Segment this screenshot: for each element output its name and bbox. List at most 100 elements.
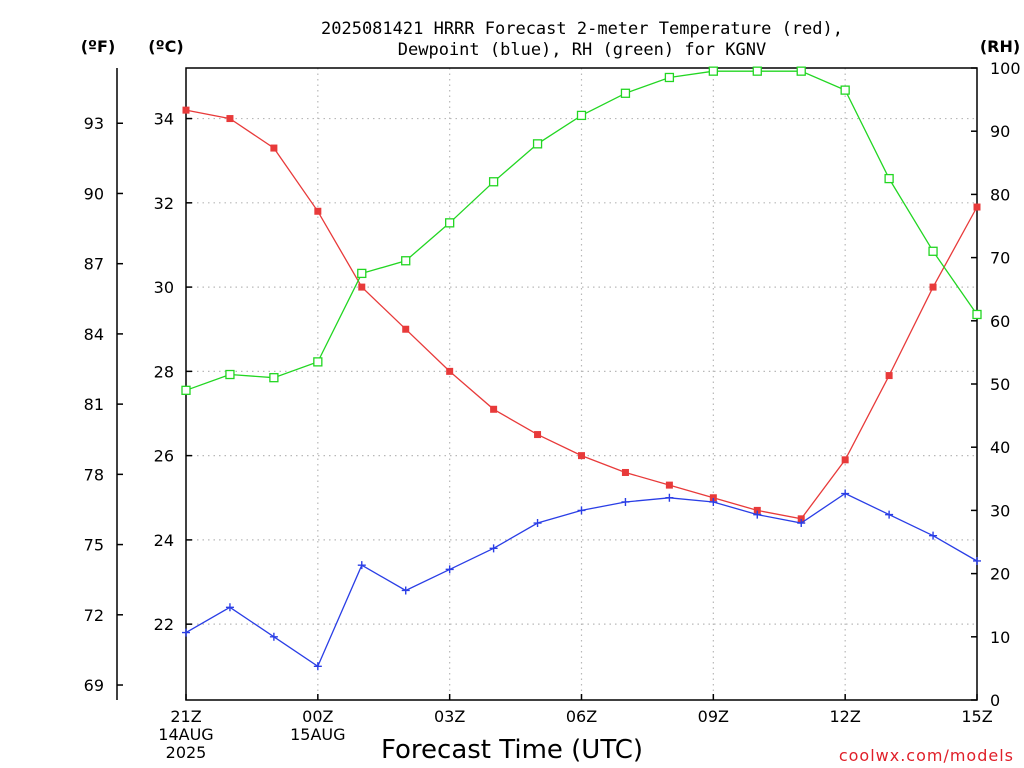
rh-point [664, 72, 675, 83]
x-tick-label: 12Z [830, 707, 861, 726]
temperature-point [885, 372, 893, 380]
dewpoint-point [841, 489, 850, 498]
temperature-point [358, 283, 366, 291]
dewpoint-point [225, 603, 234, 612]
temperature-point [182, 106, 190, 114]
dewpoint-point [885, 510, 894, 519]
temperature-point [973, 203, 981, 211]
dewpoint-point [577, 506, 586, 515]
rh-tick-label: 100 [990, 59, 1021, 78]
fahrenheit-tick-label: 78 [84, 465, 104, 484]
temperature-point [841, 456, 849, 464]
rh-tick-label: 10 [990, 628, 1010, 647]
celsius-tick-label: 26 [154, 447, 174, 466]
dewpoint-point [621, 497, 630, 506]
dewpoint-point [313, 662, 322, 671]
x-tick-label: 15AUG [290, 725, 345, 744]
rh-tick-label: 60 [990, 312, 1010, 331]
dewpoint-point [269, 632, 278, 641]
dewpoint-point [533, 519, 542, 528]
chart-title-line1: 2025081421 HRRR Forecast 2-meter Tempera… [321, 19, 843, 39]
dewpoint-point [357, 561, 366, 570]
x-tick-label: 09Z [698, 707, 729, 726]
x-tick-label: 21Z [170, 707, 201, 726]
rh-tick-label: 40 [990, 438, 1010, 457]
temperature-point [402, 325, 410, 333]
temperature-point [534, 431, 542, 439]
fahrenheit-tick-label: 81 [84, 395, 104, 414]
celsius-tick-label: 22 [154, 615, 174, 634]
rh-point [708, 66, 718, 76]
celsius-tick-label: 32 [154, 194, 174, 213]
axes [116, 67, 978, 701]
temperature-point [929, 283, 937, 291]
rh-point [313, 357, 323, 367]
rh-tick-label: 80 [990, 185, 1010, 204]
temperature-point [270, 144, 278, 152]
temperature-point [226, 115, 234, 123]
rh-tick-label: 0 [990, 691, 1000, 710]
gridlines [186, 68, 977, 700]
fahrenheit-unit-label: (ºF) [81, 37, 116, 56]
fahrenheit-tick-label: 90 [84, 184, 104, 203]
dewpoint-point [973, 556, 981, 565]
rh-point [840, 85, 850, 95]
celsius-tick-label: 34 [154, 110, 174, 129]
dewpoint-point [709, 497, 718, 506]
temperature-point [665, 481, 673, 489]
temperature-point [490, 405, 498, 413]
x-tick-label: 00Z [302, 707, 333, 726]
temperature-point [446, 367, 454, 375]
x-tick-label: 14AUG [158, 725, 213, 744]
fahrenheit-tick-label: 93 [84, 114, 104, 133]
dewpoint-point [797, 519, 806, 528]
dewpoint-point [401, 586, 410, 595]
fahrenheit-tick-label: 84 [84, 325, 104, 344]
fahrenheit-tick-label: 69 [84, 676, 104, 695]
celsius-unit-label: (ºC) [148, 37, 183, 56]
temperature-point [621, 468, 629, 476]
fahrenheit-tick-label: 75 [84, 536, 104, 555]
temperature-point [797, 515, 805, 523]
x-tick-label: 03Z [434, 707, 465, 726]
rh-tick-label: 90 [990, 122, 1010, 141]
dewpoint-point [665, 493, 674, 502]
rh-unit-label: (RH) [980, 37, 1020, 56]
rh-point [357, 268, 367, 279]
rh-point [796, 66, 806, 76]
celsius-tick-label: 24 [154, 531, 174, 550]
dewpoint-point [182, 628, 190, 637]
rh-tick-label: 50 [990, 375, 1010, 394]
rh-point [225, 369, 235, 380]
credit-text: coolwx.com/models [839, 746, 1014, 765]
dewpoint-point [929, 531, 938, 540]
dewpoint-point [445, 565, 454, 574]
tick-labels: 69 72 75 78 81 84 87 90 93 22 24 26 28 30 32 34 0 10 20 30 4… [84, 59, 1021, 762]
fahrenheit-tick-label: 87 [84, 255, 104, 274]
rh-point [401, 256, 411, 266]
temperature-point [753, 506, 761, 514]
x-tick-label: 2025 [166, 743, 207, 762]
temperature-point [578, 452, 585, 460]
rh-point [488, 177, 499, 187]
temperature-point [709, 494, 717, 502]
x-axis-title: Forecast Time (UTC) [381, 735, 643, 765]
celsius-tick-label: 28 [154, 362, 174, 381]
rh-point [752, 66, 762, 76]
temperature-point [314, 207, 322, 215]
dewpoint-point [753, 510, 762, 519]
rh-point [269, 373, 279, 383]
rh-point [972, 309, 982, 320]
rh-point [445, 218, 455, 228]
rh-point [928, 246, 938, 256]
fahrenheit-tick-label: 72 [84, 606, 104, 625]
chart-title-line2: Dewpoint (blue), RH (green) for KGNV [398, 40, 766, 60]
celsius-tick-label: 30 [154, 278, 174, 297]
series-lines [181, 66, 982, 671]
rh-point [181, 385, 191, 395]
rh-tick-label: 20 [990, 565, 1010, 584]
x-tick-label: 06Z [566, 707, 597, 726]
rh-point [532, 139, 543, 149]
rh-point [620, 88, 631, 98]
